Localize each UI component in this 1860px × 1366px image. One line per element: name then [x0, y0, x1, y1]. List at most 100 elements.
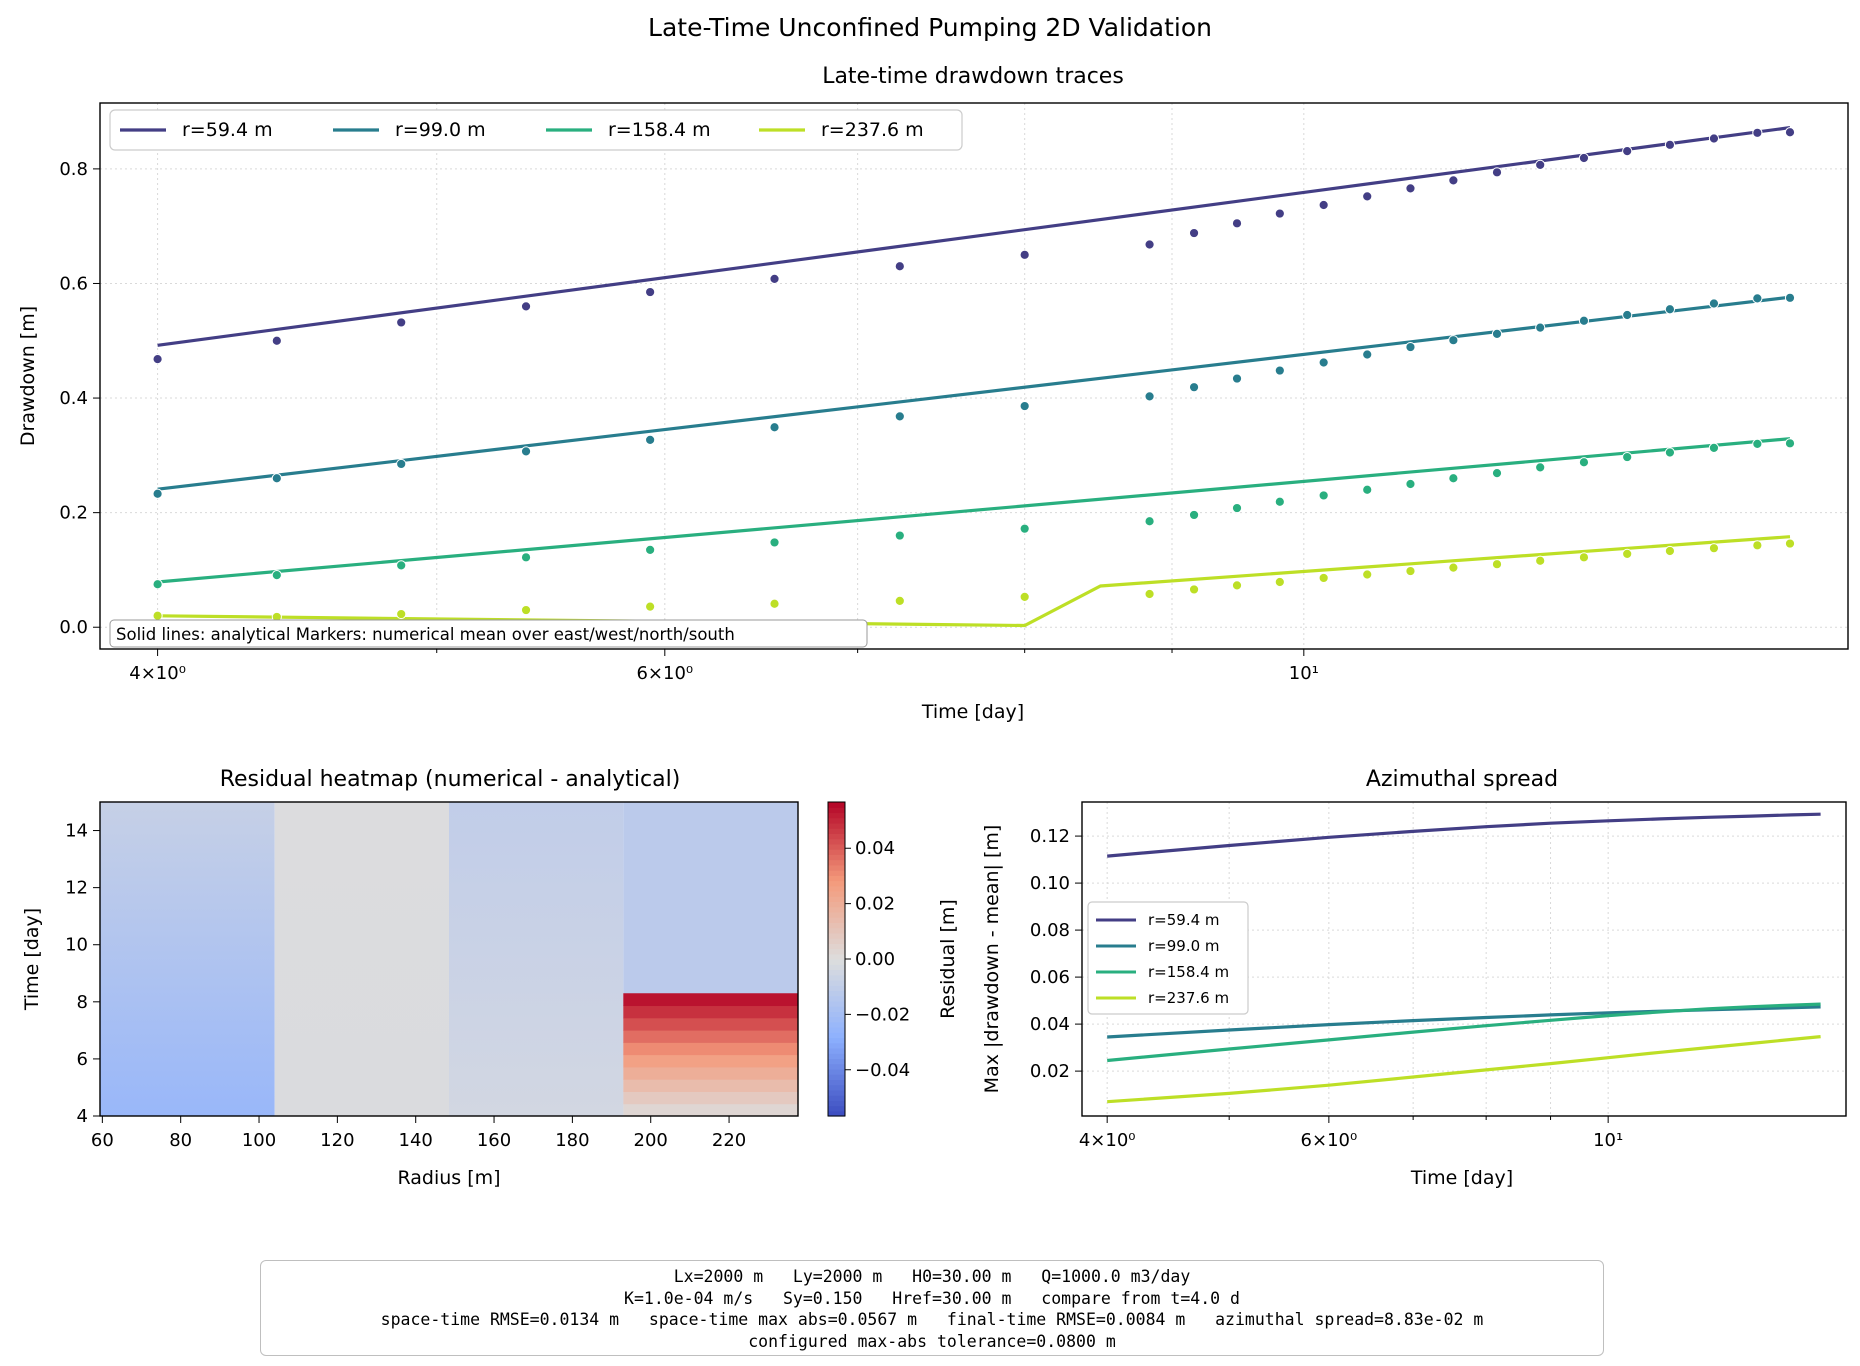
heatmap-column [274, 802, 449, 1116]
drawdown-traces-chart: Late-time drawdown traces 4×10⁰ 6×10⁰ 10¹ 0… [17, 64, 1849, 723]
heatmap-cell [623, 1005, 798, 1019]
numerical-marker [1274, 365, 1285, 376]
numerical-marker [1405, 183, 1416, 194]
numerical-marker [1405, 341, 1416, 353]
y-tick-label: 0.08 [1030, 920, 1070, 941]
legend-label: r=158.4 m [1148, 963, 1229, 981]
heatmap-cell [623, 1091, 798, 1105]
azimuthal-title: Azimuthal spread [1366, 767, 1558, 792]
colorbar-segment [828, 1068, 845, 1075]
figure-title: Late-Time Unconfined Pumping 2D Validati… [648, 13, 1212, 42]
colorbar-segment [828, 922, 845, 929]
numerical-marker [520, 552, 532, 563]
y-tick-label: 6 [77, 1049, 88, 1070]
numerical-marker [1535, 159, 1546, 170]
numerical-marker [1362, 191, 1373, 202]
legend-label: r=59.4 m [1148, 911, 1220, 929]
run-summary-box: Lx=2000 m Ly=2000 m H0=30.00 m Q=1000.0 … [260, 1260, 1604, 1356]
y-tick-label: 10 [65, 935, 88, 956]
x-tick-label: 180 [555, 1130, 589, 1151]
spread-line-r=158.4 m [1107, 1002, 1821, 1063]
numerical-marker [1448, 562, 1459, 573]
colorbar-segment [828, 1089, 845, 1096]
y-tick-label: 0.8 [59, 159, 88, 180]
numerical-marker [1448, 473, 1459, 484]
x-tick-label: 4×10⁰ [1079, 1130, 1136, 1151]
colorbar-segment [828, 1100, 845, 1107]
legend-label: r=237.6 m [1148, 989, 1229, 1007]
colorbar-segment [828, 864, 845, 871]
colorbar-segment [828, 974, 845, 981]
numerical-marker [1274, 496, 1285, 507]
numerical-marker [1622, 451, 1633, 463]
heatmap-cell [623, 1103, 798, 1117]
colorbar-segment [828, 885, 845, 892]
numerical-marker [769, 598, 780, 609]
numerical-marker [1491, 328, 1503, 339]
numerical-marker [1784, 538, 1796, 549]
colorbar-segment [828, 1105, 845, 1112]
colorbar-segment [828, 1047, 845, 1054]
numerical-marker [1578, 315, 1590, 326]
y-tick-label: 12 [65, 878, 88, 899]
numerical-marker [894, 261, 905, 272]
numerical-marker [645, 286, 656, 298]
drawdown-chart-title: Late-time drawdown traces [822, 64, 1124, 89]
numerical-marker [894, 595, 905, 606]
numerical-marker [1752, 540, 1763, 551]
numerical-marker [1448, 175, 1459, 186]
numerical-marker [1622, 548, 1633, 559]
colorbar-segment [828, 849, 845, 855]
colorbar-segment [828, 985, 845, 991]
numerical-marker [1784, 292, 1796, 303]
numerical-marker [1664, 304, 1676, 315]
colorbar-segment [828, 880, 845, 887]
numerical-marker [396, 458, 407, 470]
numerical-marker [1708, 442, 1720, 454]
y-tick-label: 0.06 [1030, 967, 1070, 988]
spread-line-r=59.4 m [1107, 812, 1821, 858]
numerical-marker [1318, 199, 1329, 211]
x-tick-label: 220 [712, 1130, 746, 1151]
colorbar-segment [828, 870, 845, 876]
azimuthal-spread-chart: Azimuthal spread 4×10⁰ 6×10⁰ 10¹ 0.02 0.04 0.… [981, 767, 1847, 1189]
numerical-marker [1188, 509, 1200, 521]
y-tick-label: 0.10 [1030, 873, 1070, 894]
heatmap-cell [623, 993, 798, 1007]
heatmap-y-axis-label: Time [day] [21, 908, 43, 1011]
numerical-marker [1231, 218, 1243, 229]
numerical-marker [1535, 322, 1546, 333]
azimuthal-legend: r=59.4 m r=99.0 m r=158.4 m r=237.6 m [1087, 901, 1249, 1015]
numerical-marker [1664, 545, 1676, 557]
colorbar-segment [828, 901, 845, 908]
numerical-marker [1578, 457, 1590, 468]
summary-line: configured max-abs tolerance=0.0800 m [748, 1331, 1116, 1351]
colorbar-segment [828, 969, 845, 976]
summary-line: K=1.0e-04 m/s Sy=0.150 Href=30.00 m comp… [624, 1288, 1240, 1308]
numerical-marker [1144, 588, 1155, 600]
analytical-line-r=59.4 m [157, 126, 1791, 347]
numerical-marker [152, 610, 163, 621]
colorbar-segment [828, 948, 845, 955]
numerical-marker [1144, 391, 1155, 402]
x-tick-label: 10¹ [1593, 1130, 1623, 1151]
colorbar-segment [828, 917, 845, 923]
heatmap-x-axis-label: Radius [m] [397, 1167, 500, 1189]
y-tick-label: 0.0 [59, 617, 88, 638]
analytical-line-r=158.4 m [157, 437, 1791, 584]
legend-label: r=99.0 m [1148, 937, 1220, 955]
x-tick-label: 60 [91, 1130, 114, 1151]
drawdown-x-axis-label: Time [day] [921, 701, 1024, 723]
numerical-marker [271, 569, 282, 581]
numerical-marker [645, 601, 656, 612]
numerical-marker [1188, 584, 1200, 595]
colorbar-segment [828, 1016, 845, 1023]
numerical-marker [1144, 516, 1155, 527]
numerical-marker [1752, 438, 1763, 449]
numerical-marker [396, 560, 407, 571]
numerical-marker [1362, 569, 1373, 580]
colorbar-segment [828, 1032, 845, 1039]
numerical-marker [1144, 239, 1155, 250]
x-tick-label: 140 [399, 1130, 433, 1151]
colorbar-segment [828, 833, 845, 840]
